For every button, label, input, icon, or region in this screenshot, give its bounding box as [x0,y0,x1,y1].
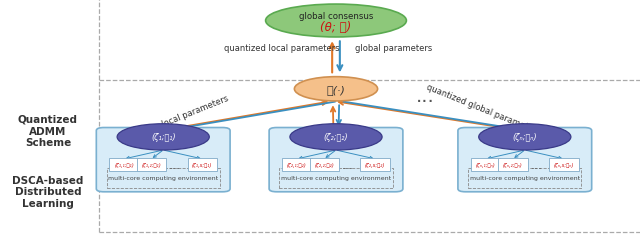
FancyBboxPatch shape [458,128,591,192]
Text: (θ; 𝓟): (θ; 𝓟) [321,20,351,34]
FancyBboxPatch shape [109,159,139,172]
Text: (ζ₂,₁;𝓟₂): (ζ₂,₁;𝓟₂) [287,163,307,168]
Text: local parameters: local parameters [161,93,230,128]
FancyBboxPatch shape [96,128,230,192]
Text: quantized local parameters: quantized local parameters [224,43,339,52]
Text: (ζ₁,s;𝓟₁): (ζ₁,s;𝓟₁) [192,163,212,168]
FancyBboxPatch shape [188,159,217,172]
Text: (ζₙ;𝓟ₙ): (ζₙ;𝓟ₙ) [513,133,537,142]
Text: DSCA-based
Distributed
Learning: DSCA-based Distributed Learning [12,175,84,208]
Text: multi-core computing environment: multi-core computing environment [108,175,218,180]
Text: global parameters: global parameters [355,43,432,52]
Text: (ζₙ,₁;𝓟ₙ): (ζₙ,₁;𝓟ₙ) [476,163,495,168]
FancyBboxPatch shape [360,159,390,172]
Text: (ζ₁;𝓟₁): (ζ₁;𝓟₁) [151,133,175,142]
FancyBboxPatch shape [282,159,312,172]
FancyBboxPatch shape [549,159,579,172]
Ellipse shape [479,124,571,150]
Text: 𝐬(·): 𝐬(·) [326,84,346,94]
Text: (ζ₂;𝓟₂): (ζ₂;𝓟₂) [324,133,348,142]
FancyBboxPatch shape [269,128,403,192]
FancyBboxPatch shape [471,159,500,172]
Text: global consensus: global consensus [299,12,373,21]
Text: multi-core computing environment: multi-core computing environment [470,175,580,180]
Text: (ζ₂,s;𝓟₂): (ζ₂,s;𝓟₂) [365,163,385,168]
Text: ...: ... [416,86,435,105]
Text: quantized global parameters: quantized global parameters [425,83,541,137]
Text: (ζ₁,₂;𝓟₁): (ζ₁,₂;𝓟₁) [141,163,161,168]
Text: (ζₙ,₂;𝓟ₙ): (ζₙ,₂;𝓟ₙ) [503,163,523,168]
Ellipse shape [294,77,378,102]
Text: multi-core computing environment: multi-core computing environment [281,175,391,180]
Text: ...: ... [531,159,543,172]
FancyBboxPatch shape [499,159,527,172]
Ellipse shape [290,124,382,150]
Ellipse shape [117,124,209,150]
Text: ...: ... [169,159,181,172]
Text: (ζ₂,₂;𝓟₂): (ζ₂,₂;𝓟₂) [314,163,334,168]
Text: (ζₙ,s;𝓟ₙ): (ζₙ,s;𝓟ₙ) [554,163,574,168]
Text: ...: ... [342,159,354,172]
FancyBboxPatch shape [137,159,166,172]
Text: Quantized
ADMM
Scheme: Quantized ADMM Scheme [18,114,78,148]
Ellipse shape [266,5,406,38]
Text: (ζ₁,₁;𝓟₁): (ζ₁,₁;𝓟₁) [115,163,134,168]
FancyBboxPatch shape [310,159,339,172]
